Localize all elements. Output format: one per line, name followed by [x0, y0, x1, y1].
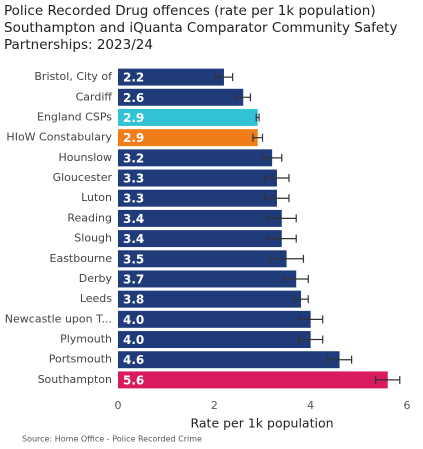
error-bar — [255, 113, 260, 122]
value-label: 2.9 — [123, 111, 144, 125]
y-tick-label: England CSPs — [37, 110, 112, 123]
y-tick-label: Portsmouth — [49, 353, 112, 366]
x-tick-label: 6 — [404, 399, 411, 412]
chart-title: Southampton and iQuanta Comparator Commu… — [4, 20, 397, 36]
y-tick-label: HIoW Constabulary — [6, 131, 112, 144]
bar — [118, 230, 282, 248]
bar — [118, 129, 258, 147]
error-bar — [261, 153, 283, 162]
y-tick-label: Plymouth — [60, 333, 112, 346]
y-tick-label: Newcastle upon T... — [5, 312, 112, 325]
value-label: 5.6 — [123, 373, 144, 387]
value-label: 4.0 — [123, 313, 144, 327]
bar — [118, 250, 287, 268]
bar — [118, 331, 311, 349]
y-tick-label: Bristol, City of — [34, 70, 113, 83]
bar — [118, 351, 340, 369]
error-bar — [293, 295, 309, 304]
bar — [118, 209, 282, 227]
y-tick-label: Eastbourne — [50, 252, 113, 265]
value-label: 2.6 — [123, 91, 144, 105]
y-tick-label: Southampton — [38, 373, 112, 386]
error-bar — [266, 234, 297, 243]
bar — [118, 169, 277, 187]
chart-title: Partnerships: 2023/24 — [4, 37, 153, 53]
bar — [118, 149, 273, 167]
error-bar — [214, 73, 234, 82]
value-label: 3.8 — [123, 293, 144, 307]
bar — [118, 310, 311, 328]
value-label: 3.3 — [123, 192, 144, 206]
value-label: 3.2 — [123, 151, 144, 165]
value-label: 2.9 — [123, 131, 144, 145]
x-tick-label: 0 — [115, 399, 122, 412]
bar — [118, 371, 388, 389]
y-tick-label: Reading — [67, 211, 112, 224]
value-label: 4.6 — [123, 353, 144, 367]
source-note: Source: Home Office - Police Recorded Cr… — [22, 435, 202, 444]
value-label: 2.2 — [123, 71, 144, 85]
bar — [118, 88, 244, 106]
y-tick-label: Derby — [79, 272, 113, 285]
y-tick-label: Cardiff — [76, 90, 113, 103]
error-bar — [269, 254, 305, 263]
error-bar — [375, 375, 401, 384]
error-bar — [298, 335, 324, 344]
y-tick-label: Leeds — [80, 292, 112, 305]
bar — [118, 270, 297, 288]
value-label: 3.4 — [123, 212, 144, 226]
bar — [118, 68, 224, 86]
bar — [118, 189, 277, 207]
bar — [118, 108, 258, 126]
y-tick-label: Gloucester — [53, 171, 113, 184]
bar — [118, 290, 302, 308]
value-label: 3.4 — [123, 232, 144, 246]
value-label: 3.7 — [123, 272, 144, 286]
y-tick-label: Hounslow — [59, 151, 112, 164]
error-bar — [264, 174, 290, 183]
x-tick-label: 4 — [307, 399, 314, 412]
chart-title: Police Recorded Drug offences (rate per … — [4, 3, 376, 19]
y-tick-label: Slough — [74, 232, 112, 245]
value-label: 4.0 — [123, 333, 144, 347]
error-bar — [283, 274, 309, 283]
y-tick-label: Luton — [81, 191, 112, 204]
error-bar — [326, 355, 353, 364]
value-label: 3.5 — [123, 252, 144, 266]
error-bar — [266, 214, 297, 223]
error-bar — [235, 93, 252, 102]
error-bar — [252, 133, 264, 142]
value-label: 3.3 — [123, 172, 144, 186]
x-tick-label: 2 — [211, 399, 218, 412]
error-bar — [264, 194, 290, 203]
x-axis-title: Rate per 1k population — [190, 416, 333, 431]
error-bar — [298, 315, 324, 324]
